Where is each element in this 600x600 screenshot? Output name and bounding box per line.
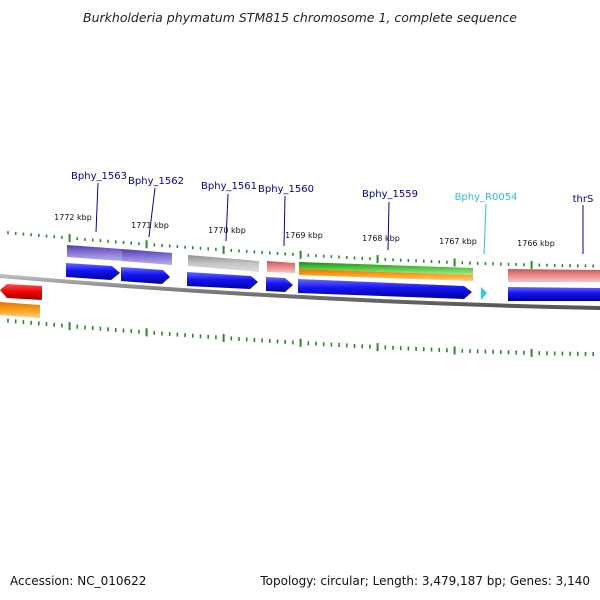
cds-arrow-bphy-1563[interactable]	[66, 263, 120, 280]
gene-label[interactable]: Bphy_1562	[128, 176, 184, 187]
feature-bar-bphy-1562[interactable]	[122, 249, 172, 265]
gene-label[interactable]: thrS	[573, 194, 594, 205]
cds-arrow-bphy-1559[interactable]	[298, 279, 472, 299]
ruler-label: 1769 kbp	[285, 231, 323, 240]
gene-label[interactable]: Bphy_1560	[258, 184, 314, 195]
cds-arrow-thrs[interactable]	[508, 287, 600, 301]
ruler-label: 1771 kbp	[131, 221, 169, 230]
cds-arrow-bphy-1562[interactable]	[121, 267, 170, 284]
gene-label[interactable]: Bphy_1561	[201, 181, 257, 192]
feature-bar-bphy-1559-orange[interactable]	[299, 269, 473, 281]
left-edge-features	[0, 284, 42, 318]
cds-arrow-bphy-1561[interactable]	[187, 272, 258, 289]
feature-bar-orange[interactable]	[0, 302, 40, 318]
accession-label: Accession: NC_010622	[10, 574, 147, 588]
chromosome-backbone	[0, 274, 600, 310]
feature-track	[67, 245, 600, 282]
feature-bar-bphy-1561[interactable]	[188, 255, 259, 272]
cds-track	[66, 263, 600, 301]
gene-label[interactable]: Bphy_1563	[71, 171, 127, 182]
gene-labels: Bphy_1563 Bphy_1562 Bphy_1561 Bphy_1560 …	[71, 171, 594, 255]
ruler-label: 1768 kbp	[362, 234, 400, 243]
ruler-label: 1770 kbp	[208, 226, 246, 235]
ruler-label: 1766 kbp	[517, 239, 555, 248]
feature-bar-bphy-1560[interactable]	[267, 261, 295, 273]
cds-arrow-red[interactable]	[0, 284, 42, 300]
inner-ruler-ticks	[7, 318, 595, 357]
rna-arrow-bphy-r0054[interactable]	[481, 287, 487, 300]
feature-bar-thrs[interactable]	[508, 269, 600, 282]
feature-bar-bphy-1563[interactable]	[67, 245, 122, 261]
topology-label: Topology: circular; Length: 3,479,187 bp…	[260, 574, 590, 588]
gene-label[interactable]: Bphy_1559	[362, 189, 418, 200]
map-title: Burkholderia phymatum STM815 chromosome …	[83, 10, 517, 25]
outer-ruler-ticks	[7, 231, 595, 269]
cds-arrow-bphy-1560[interactable]	[266, 277, 293, 292]
ruler-labels: 1772 kbp 1771 kbp 1770 kbp 1769 kbp 1768…	[54, 213, 555, 248]
feature-bar-bphy-1559-green[interactable]	[299, 262, 473, 275]
gene-label[interactable]: Bphy_R0054	[455, 192, 518, 203]
ruler-label: 1772 kbp	[54, 213, 92, 222]
ruler-label: 1767 kbp	[439, 237, 477, 246]
